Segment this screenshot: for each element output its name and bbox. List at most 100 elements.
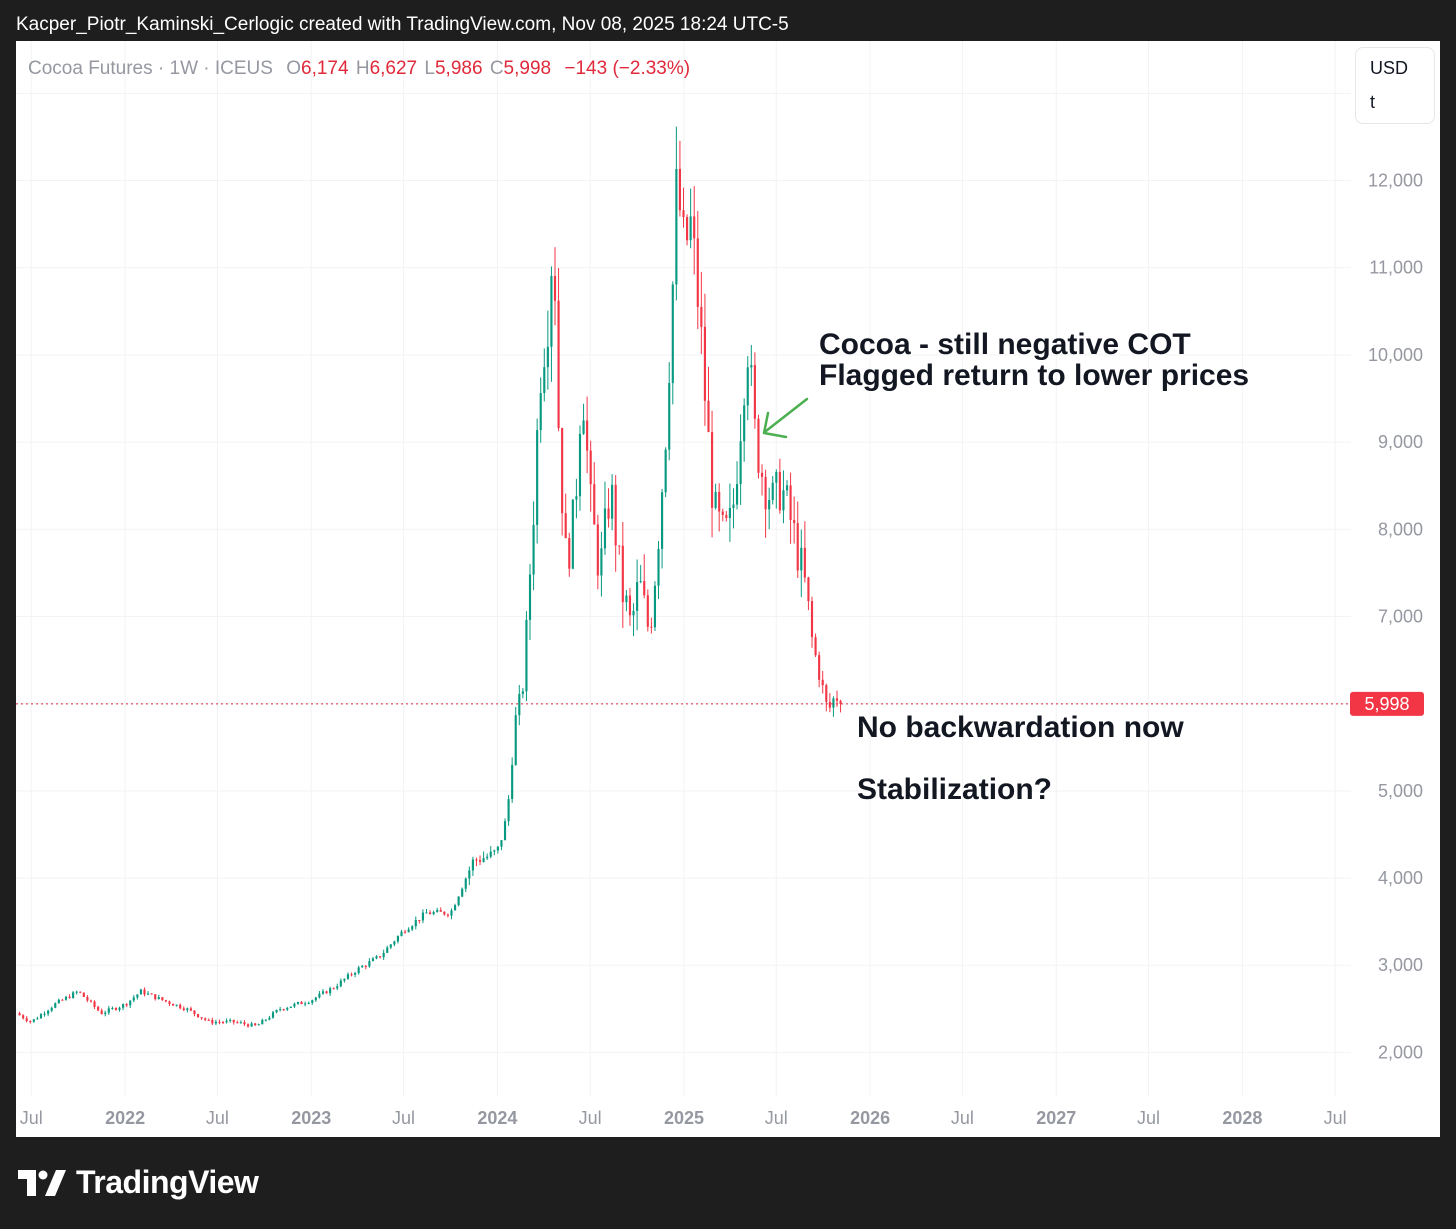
x-tick-label: Jul (579, 1108, 602, 1128)
candle-body (136, 994, 139, 998)
candle-body (536, 430, 539, 525)
candle-body (825, 685, 828, 702)
candle-body (157, 997, 160, 1000)
green-arrow-icon (762, 397, 809, 439)
candle-body (368, 961, 371, 967)
candle-body (818, 655, 821, 680)
candle-body (118, 1007, 121, 1010)
candle-body (514, 715, 517, 765)
symbol-name[interactable]: Cocoa Futures · 1W · ICEUS (28, 58, 273, 79)
candle-body (218, 1021, 221, 1023)
candle-body (614, 484, 617, 546)
candle-body (596, 524, 599, 576)
candle-body (810, 601, 814, 638)
candle-body (600, 548, 603, 576)
candle-body (571, 499, 574, 569)
candle-body (189, 1008, 192, 1011)
candle-body (607, 508, 610, 519)
candle-body (275, 1009, 278, 1013)
candle-body (803, 547, 806, 578)
candle-body (757, 418, 760, 473)
y-tick-label: 12,000 (1368, 171, 1423, 191)
candle-body (139, 989, 143, 995)
candle-body (657, 548, 660, 586)
candle-body (764, 476, 767, 510)
candle-body (325, 991, 328, 994)
candle-body (379, 956, 382, 958)
candle-body (18, 1013, 21, 1016)
candle-body (239, 1022, 242, 1024)
candle-body (589, 450, 592, 485)
candle-body (29, 1021, 32, 1023)
candle-body (728, 507, 731, 518)
candle-body (636, 582, 639, 611)
candle-body (828, 701, 831, 708)
candle-body (129, 1000, 132, 1006)
candle-body (407, 929, 410, 933)
chart-panel[interactable]: 2,0003,0004,0005,0006,0007,0008,0009,000… (16, 41, 1440, 1137)
candle-body (721, 511, 724, 515)
candle-body (746, 367, 749, 406)
candle-body (550, 276, 553, 347)
candle-body (68, 996, 71, 999)
annotation-cot: Cocoa - still negative COT Flagged retur… (819, 329, 1249, 391)
currency-unit-selector[interactable]: USD t (1355, 47, 1435, 124)
footer-branding[interactable]: TradingView (18, 1164, 259, 1201)
candle-body (800, 547, 803, 571)
candle-body (682, 210, 685, 218)
candle-body (564, 513, 567, 539)
candle-body (532, 524, 535, 575)
annotation-cot-line2: Flagged return to lower prices (819, 359, 1250, 392)
candle-body (250, 1023, 253, 1027)
candle-body (175, 1004, 178, 1006)
candle-body (418, 919, 421, 921)
candle-body (147, 993, 150, 995)
candle-body (343, 978, 346, 981)
candle-body (104, 1012, 107, 1015)
candle-body (164, 1000, 167, 1002)
candle-body (796, 523, 799, 571)
low-label: L (424, 58, 435, 79)
currency-label[interactable]: USD (1370, 58, 1409, 78)
candle-body (375, 956, 378, 959)
candle-body (293, 1003, 296, 1007)
candle-body (785, 485, 789, 491)
candle-body (404, 931, 407, 933)
tradingview-logo-icon (18, 1169, 66, 1196)
price-chart[interactable]: 2,0003,0004,0005,0006,0007,0008,0009,000… (16, 41, 1440, 1137)
tradingview-brand[interactable]: TradingView (76, 1164, 259, 1200)
candle-body (453, 905, 457, 911)
candle-body (775, 471, 778, 483)
candle-body (161, 997, 164, 1001)
unit-label[interactable]: t (1370, 92, 1376, 112)
high-label: H (355, 58, 370, 79)
candle-body (36, 1018, 39, 1020)
candle-body (311, 1000, 314, 1003)
candle-body (282, 1009, 285, 1011)
candle-body (229, 1019, 232, 1021)
symbol-legend[interactable]: Cocoa Futures · 1W · ICEUS O6,174 H6,627… (28, 58, 690, 80)
candle-body (39, 1014, 43, 1019)
change-value: −143 (−2.33%) (564, 58, 691, 79)
candle-body (232, 1019, 235, 1023)
x-tick-label: 2026 (850, 1108, 890, 1128)
candle-body (254, 1023, 257, 1026)
candle-body (807, 577, 810, 602)
x-axis: Jul 2022 Jul 2023 Jul 2024 Jul 2025 Jul 2026 Jul 20… (20, 1108, 1347, 1128)
candle-body (832, 698, 835, 708)
candle-body (336, 986, 339, 989)
candle-body (689, 216, 692, 241)
candle-body (603, 508, 607, 549)
candle-body (482, 858, 485, 862)
last-price-badge-label: 5,998 (1364, 694, 1409, 714)
candle-body (111, 1008, 114, 1010)
candle-body (271, 1012, 275, 1018)
candle-body (450, 910, 453, 916)
candle-body (225, 1020, 228, 1023)
candle-body (414, 919, 417, 927)
candle-body (214, 1021, 217, 1024)
candle-body (732, 504, 735, 508)
candle-body (193, 1010, 196, 1015)
x-tick-label: Jul (392, 1108, 415, 1128)
candle-body (307, 1002, 310, 1004)
